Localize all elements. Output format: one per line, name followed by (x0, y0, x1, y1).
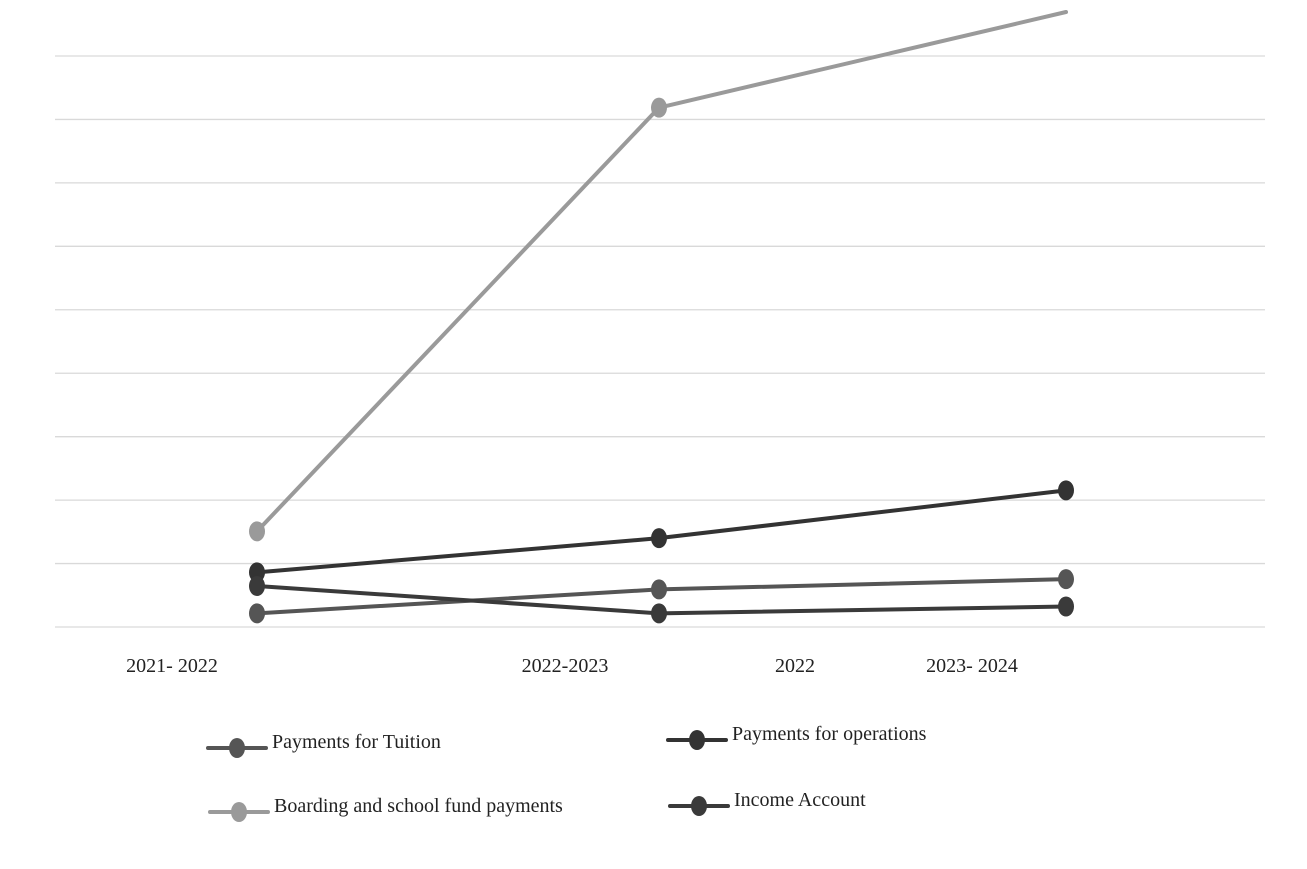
series-3 (249, 576, 1074, 624)
data-point-marker (1058, 596, 1074, 617)
legend-item: Income Account (668, 789, 866, 816)
data-point-marker (651, 603, 667, 624)
legend-label: Boarding and school fund payments (274, 795, 563, 817)
data-point-marker (249, 576, 265, 596)
series-lines (249, 10, 1074, 624)
x-tick-label: 2022 (775, 655, 815, 677)
series-1 (249, 480, 1074, 583)
legend-label: Payments for operations (732, 723, 927, 745)
data-point-marker (249, 562, 265, 583)
legend-label: Payments for Tuition (272, 731, 441, 753)
legend-marker (229, 738, 245, 758)
legend-item: Boarding and school fund payments (208, 795, 563, 822)
data-point-marker (651, 97, 667, 118)
legend-label: Income Account (734, 789, 866, 811)
data-point-marker (1058, 480, 1074, 501)
legend-marker (231, 802, 247, 822)
data-point-marker (651, 528, 667, 549)
data-point-marker (651, 579, 667, 600)
x-axis-tick-labels: 2021- 2022 2022-2023 2022 2023- 2024 (126, 655, 1018, 677)
legend-item: Payments for operations (666, 723, 927, 750)
series-2 (249, 10, 1068, 542)
x-tick-label: 2022-2023 (522, 655, 609, 677)
data-point-marker (249, 521, 265, 542)
series-0 (249, 569, 1074, 624)
x-tick-label: 2021- 2022 (126, 655, 218, 677)
legend-marker (691, 796, 707, 816)
legend-marker (689, 730, 705, 750)
data-point-marker (249, 603, 265, 624)
data-point-marker (1058, 569, 1074, 590)
x-tick-label: 2023- 2024 (926, 655, 1018, 677)
legend-item: Payments for Tuition (206, 731, 441, 758)
legend: Payments for Tuition Payments for operati… (206, 723, 927, 822)
